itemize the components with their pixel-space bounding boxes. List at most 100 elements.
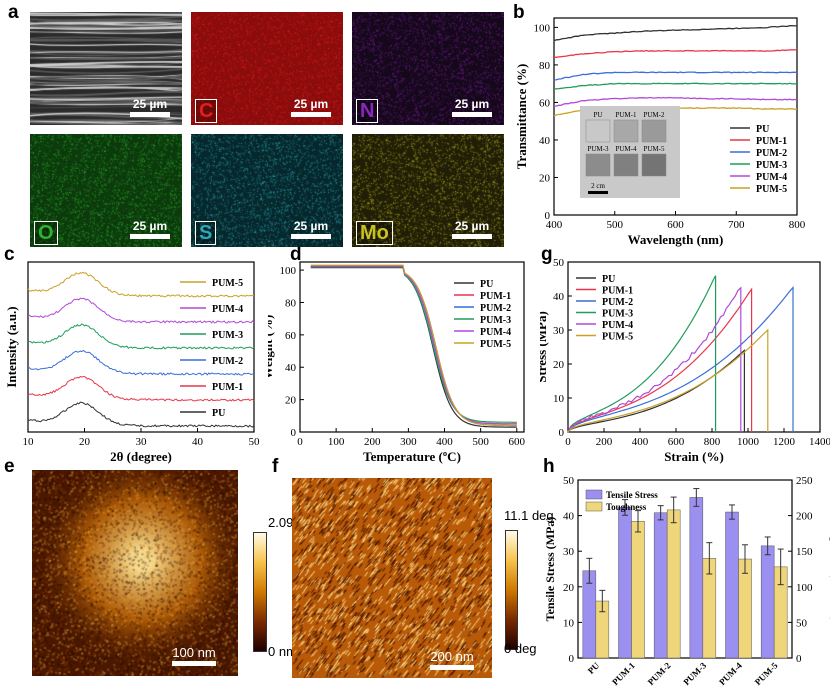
legend-label: PUM-5 (480, 339, 511, 350)
afm-height-colorbar (253, 532, 267, 652)
series-line-pum-5 (567, 328, 769, 433)
x-tick-label: 600 (667, 219, 684, 231)
bar-tensile-stress (653, 512, 668, 659)
y2-tick-label: 200 (796, 511, 813, 523)
xrd-chart: 10 20 30 40 50 2θ (degree) Intensity (a.u.) PU P… (4, 261, 260, 464)
legend-label: PUM-1 (756, 136, 787, 147)
y-tick-label: 40 (539, 135, 551, 147)
y-axis-label: Weight (%) (268, 315, 275, 380)
bar-tensile-stress (582, 570, 597, 659)
eds-map-sulfur: S 25 µm (191, 134, 343, 247)
y-tick-label: 0 (559, 427, 565, 439)
transmittance-chart: 400 500 600 700 800 0 20 40 60 80 100 Wavelength (n… (514, 17, 806, 247)
scale-bar: 25 µm (130, 219, 170, 239)
scale-bar-label: 200 nm (430, 649, 474, 664)
element-label-c: C (195, 99, 218, 123)
y-axis-label: Intensity (a.u.) (4, 306, 19, 387)
y-tick-label: 100 (534, 22, 551, 34)
x-tick-label: 0 (297, 436, 303, 448)
x-tick-label: 40 (192, 436, 204, 448)
panel-label-e: e (4, 456, 15, 477)
bar-toughness (666, 509, 681, 659)
series-line-pum-5 (310, 264, 517, 427)
y-tick-label: 30 (563, 546, 575, 558)
afm-phase-texture (292, 478, 492, 678)
colorbar-min-label: 0 nm (268, 644, 297, 659)
bar-tensile-stress (725, 511, 739, 659)
x-tick-label: 1200 (773, 436, 796, 448)
sample-label: PUM-4 (615, 145, 637, 153)
element-label-o: O (34, 221, 58, 245)
sample-film (613, 119, 639, 143)
tile-texture (30, 134, 182, 247)
legend-label: PUM-4 (602, 320, 633, 331)
panel-label-d: d (290, 244, 302, 265)
series-line-pum-1 (567, 287, 753, 433)
bar-tensile-stress (618, 507, 632, 659)
category-label: PU (586, 660, 602, 676)
legend-label: PUM-3 (602, 309, 633, 320)
x-tick-label: 1400 (809, 436, 830, 448)
series-line-pum-2 (553, 71, 798, 81)
x-tick-label: 400 (632, 436, 649, 448)
y-axis-label: Transmittance (%) (514, 64, 529, 170)
category-label: PUM-4 (717, 660, 744, 687)
sample-film (613, 153, 639, 177)
scale-bar-label: 100 nm (172, 645, 216, 660)
sample-label: PUM-2 (643, 111, 665, 119)
inset-scale-bar (588, 191, 608, 194)
series-line-pum-4 (27, 297, 255, 324)
y2-tick-label: 100 (796, 582, 813, 594)
legend-label: PUM-1 (480, 291, 511, 302)
scale-bar-label: 25 µm (293, 97, 329, 111)
panel-label-c: c (4, 244, 15, 265)
legend-label: PUM-3 (756, 160, 787, 171)
series-line-pum-3 (567, 275, 717, 433)
category-label: PUM-1 (610, 660, 637, 687)
panel-label-h: h (543, 456, 555, 477)
x-tick-label: 30 (136, 436, 148, 448)
legend-label: PUM-5 (756, 184, 787, 195)
legend-label: PU (602, 274, 615, 285)
x-tick-label: 0 (565, 436, 571, 448)
y-tick-label: 50 (553, 257, 565, 269)
inset-scale-label: 2 cm (591, 182, 605, 190)
y-axis-label: Stress (MPa) (540, 311, 549, 383)
series-line-pum-4 (553, 96, 798, 107)
scale-bar-label: 25 µm (132, 97, 168, 111)
x-tick-label: 800 (704, 436, 721, 448)
series-line-pum-2 (28, 349, 254, 376)
legend-label: PUM-1 (602, 286, 633, 297)
x-tick-label: 200 (596, 436, 613, 448)
y-tick-label: 60 (539, 97, 551, 109)
y-tick-label: 0 (545, 210, 551, 222)
legend-label: PUM-2 (480, 303, 511, 314)
element-label-s: S (195, 221, 217, 245)
x-axis-label: Wavelength (nm) (628, 232, 724, 247)
series-line-pu (553, 24, 798, 42)
series-line-pum-4 (567, 286, 742, 432)
x-tick-label: 500 (472, 436, 489, 448)
eds-map-carbon: C 25 µm (191, 12, 343, 125)
legend-label: PU (480, 279, 493, 290)
tensile-toughness-bar-chart: 0 10 20 30 40 50 0 50 100 150 200 250 Tensile Stress… (543, 475, 830, 687)
x-tick-label: 500 (607, 219, 624, 231)
plot-frame (577, 479, 793, 659)
legend-label: PUM-3 (212, 330, 243, 341)
sample-film (641, 153, 667, 177)
scale-bar: 200 nm (430, 649, 474, 670)
x-tick-label: 700 (728, 219, 745, 231)
x-axis-label: Temperature (ºC) (363, 449, 461, 464)
scale-bar: 100 nm (172, 645, 216, 666)
y-tick-label: 20 (539, 172, 551, 184)
x-tick-label: 400 (436, 436, 453, 448)
y-tick-label: 20 (563, 582, 575, 594)
sample-label: PUM-1 (615, 111, 637, 119)
colorbar-min-label: 0 deg (504, 641, 537, 656)
series-line-pum-1 (554, 48, 798, 58)
x-tick-label: 800 (789, 219, 806, 231)
x-tick-label: 400 (546, 219, 563, 231)
x-tick-label: 300 (400, 436, 417, 448)
x-axis-label: Strain (%) (664, 449, 724, 464)
afm-height-image: 100 nm (32, 470, 238, 676)
